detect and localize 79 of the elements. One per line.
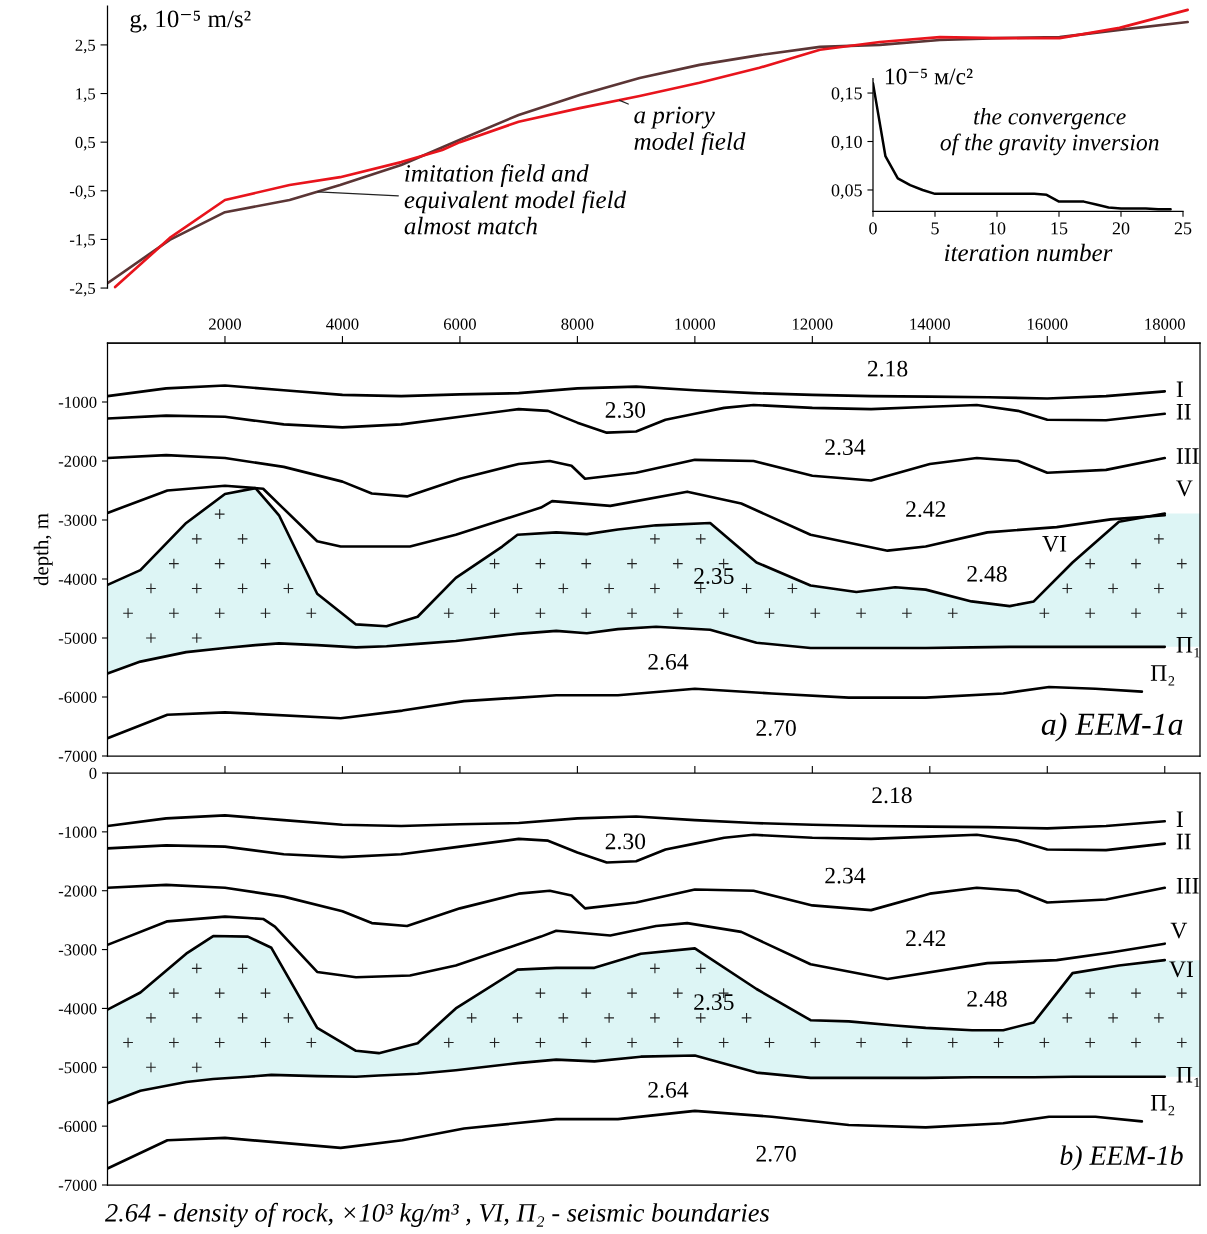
series-label: V <box>1176 480 1193 497</box>
annotation: 2.42 <box>906 501 946 518</box>
annotation: 2.30 <box>605 401 646 418</box>
x-tick-label: 12000 <box>792 318 833 330</box>
x-tick-label: 15 <box>1051 222 1068 235</box>
series-label: III <box>1176 877 1199 894</box>
y-tick-label: -2,5 <box>69 282 96 297</box>
text: b) EEM-1b <box>1060 1145 1183 1171</box>
y-tick-label: -3000 <box>58 514 97 526</box>
y-tick-label: -7000 <box>58 750 97 762</box>
x-tick-label: 4000 <box>326 318 359 330</box>
series-label: Π₂ <box>1150 1094 1175 1116</box>
x-tick-label: 25 <box>1174 222 1192 235</box>
y-tick-label: 0,5 <box>75 136 96 151</box>
y-tick-label: -5000 <box>58 632 97 644</box>
x-tick-label: 10 <box>989 222 1006 235</box>
y-tick-label: -6000 <box>58 691 97 703</box>
x-tick-label: 0 <box>869 222 877 235</box>
annotation: 2.42 <box>906 930 946 947</box>
y-tick-label: -2000 <box>58 885 97 897</box>
annotation: a priory model field <box>634 106 746 156</box>
series-label: VI <box>1169 961 1194 978</box>
y-tick-label: 0,15 <box>831 87 862 103</box>
x-tick-label: 14000 <box>910 318 951 330</box>
annotation: the convergence of the gravity inversion <box>940 107 1159 156</box>
y-tick-label: -3000 <box>58 944 97 956</box>
y-tick-label: -2000 <box>58 455 97 467</box>
y-tick-label: -7000 <box>58 1179 97 1191</box>
series-label: VI <box>1042 536 1067 552</box>
y-tick-label: -1000 <box>58 396 97 408</box>
y-tick-label: 2,5 <box>75 39 96 54</box>
series-label: Π₁ <box>1176 1066 1200 1088</box>
x-tick-label: 2000 <box>209 318 241 330</box>
y-tick-label: 1,5 <box>76 88 96 102</box>
series-label: II <box>1176 404 1191 420</box>
annotation: 2.48 <box>967 565 1007 582</box>
series-label: III <box>1176 448 1199 464</box>
annotation: 2.34 <box>825 439 866 456</box>
series-label: I <box>1176 811 1183 827</box>
annotation: 2.64 <box>648 653 689 670</box>
x-tick-label: 18000 <box>1145 318 1185 330</box>
series-label: Π₂ <box>1150 665 1175 686</box>
x-tick-label: 6000 <box>443 318 476 330</box>
series-label: I <box>1176 381 1183 398</box>
annotation: 2.35 <box>694 994 734 1011</box>
text: 2.64 - density of rock, ×10³ kg/m³ , VI, Π₂ - seismic boundaries <box>105 1202 769 1228</box>
x-axis-title: iteration number <box>945 243 1113 262</box>
series-label: Π₁ <box>1176 637 1200 658</box>
x-tick-label: 5 <box>931 222 939 235</box>
x-tick-label: 8000 <box>561 318 594 330</box>
series-label: II <box>1176 833 1191 850</box>
annotation: 2.18 <box>872 787 912 804</box>
annotation: 2.70 <box>756 719 796 736</box>
annotation: 2.64 <box>648 1081 689 1098</box>
y-tick-label: -1000 <box>58 826 97 838</box>
y-tick-label: -6000 <box>58 1120 97 1133</box>
y-axis-title: depth, m <box>33 513 53 586</box>
annotation: 2.35 <box>694 568 734 585</box>
annotation: 2.18 <box>867 360 908 377</box>
text: a) EEM-1a <box>1041 712 1183 742</box>
y-tick-label: -1,5 <box>69 234 96 248</box>
y-tick-label: 0,05 <box>831 184 862 200</box>
annotation: 2.30 <box>605 833 646 850</box>
x-tick-label: 16000 <box>1027 318 1068 330</box>
annotation: 2.34 <box>825 867 866 884</box>
annotation: imitation field and equivalent model field almost match <box>404 163 627 235</box>
y-tick-label: 0 <box>89 767 97 779</box>
x-tick-label: 20 <box>1112 222 1130 235</box>
y-axis-title: 10⁻⁵ м/с² <box>885 68 973 85</box>
y-tick-label: 0,10 <box>831 135 862 151</box>
annotation: 2.70 <box>756 1145 796 1162</box>
y-axis-title: g, 10⁻⁵ m/s² <box>130 10 251 33</box>
series-label: V <box>1170 922 1188 939</box>
annotation: 2.48 <box>967 990 1007 1007</box>
y-tick-label: -4000 <box>58 573 97 585</box>
x-tick-label: 10000 <box>675 318 716 330</box>
y-tick-label: -5000 <box>58 1061 97 1074</box>
y-tick-label: -0,5 <box>69 185 96 200</box>
y-tick-label: -4000 <box>58 1003 97 1015</box>
